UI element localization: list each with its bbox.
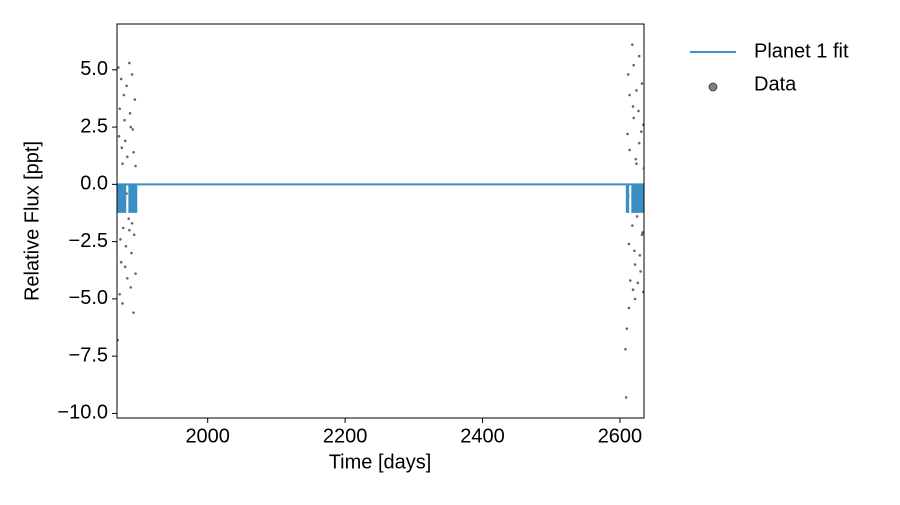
data-point — [118, 107, 122, 111]
data-point — [121, 162, 124, 166]
data-point — [124, 244, 128, 248]
y-tick-label: −2.5 — [69, 230, 108, 252]
data-point — [631, 43, 634, 46]
data-point — [641, 231, 644, 234]
data-point — [637, 54, 641, 58]
data-point — [130, 221, 134, 225]
legend-label: Data — [754, 73, 797, 95]
data-point — [131, 128, 135, 131]
y-tick-label: 5.0 — [80, 58, 108, 80]
x-tick-label: 2600 — [598, 425, 643, 447]
legend-label: Planet 1 fit — [754, 40, 849, 62]
data-point — [133, 98, 137, 101]
x-axis-label: Time [days] — [329, 451, 432, 473]
data-point — [635, 162, 638, 166]
data-point — [121, 302, 124, 305]
data-point — [631, 105, 635, 108]
data-point — [118, 293, 122, 296]
data-point — [632, 63, 635, 67]
data-point — [134, 272, 137, 275]
legend-marker — [708, 82, 718, 92]
data-point — [631, 224, 634, 227]
data-point — [625, 327, 629, 330]
data-point — [130, 73, 134, 76]
data-point — [627, 242, 631, 246]
fit-line — [117, 183, 644, 213]
data-point — [127, 217, 130, 221]
data-point — [129, 286, 133, 289]
data-point — [635, 89, 638, 92]
data-point — [628, 148, 631, 152]
data-point — [132, 311, 135, 314]
plot-area — [117, 43, 644, 399]
data-point — [626, 73, 630, 76]
data-point — [631, 288, 635, 292]
y-tick-label: 2.5 — [80, 115, 108, 137]
data-point — [126, 155, 129, 159]
data-point — [130, 251, 133, 255]
data-point — [637, 109, 640, 113]
data-point — [123, 118, 126, 122]
data-point — [117, 66, 120, 69]
data-point — [129, 125, 133, 129]
data-point — [639, 270, 642, 273]
data-point — [134, 164, 137, 168]
data-point — [626, 132, 629, 136]
data-point — [119, 77, 123, 81]
data-point — [634, 157, 638, 161]
data-point — [633, 249, 636, 253]
data-point — [123, 265, 127, 269]
data-point — [122, 93, 126, 97]
data-point — [120, 146, 124, 149]
data-point — [633, 263, 637, 266]
data-point — [125, 84, 128, 88]
data-point — [633, 297, 637, 301]
x-tick-label: 2400 — [460, 425, 505, 447]
y-tick-label: −5.0 — [69, 287, 108, 309]
data-point — [117, 134, 121, 138]
data-point — [132, 233, 136, 237]
data-point — [640, 233, 644, 237]
x-tick-label: 2200 — [323, 425, 368, 447]
data-point — [624, 347, 627, 351]
data-point — [128, 228, 131, 232]
data-point — [637, 141, 641, 145]
data-point — [119, 238, 122, 241]
data-point — [126, 276, 129, 280]
data-point — [132, 150, 135, 154]
data-point — [119, 260, 123, 264]
data-point — [632, 116, 635, 120]
y-tick-label: 0.0 — [80, 173, 108, 195]
y-axis-label: Relative Flux [ppt] — [21, 141, 43, 301]
data-point — [636, 281, 640, 285]
data-point — [628, 93, 631, 97]
data-point — [624, 396, 628, 399]
data-point — [123, 139, 127, 143]
y-tick-label: −7.5 — [69, 344, 108, 366]
data-point — [639, 130, 643, 133]
data-point — [121, 226, 125, 230]
data-point — [128, 61, 131, 65]
data-point — [640, 82, 644, 85]
data-point — [628, 279, 632, 282]
x-tick-label: 2000 — [185, 425, 230, 447]
axes-frame — [116, 23, 645, 419]
data-point — [627, 306, 631, 310]
data-point — [128, 112, 132, 115]
data-point — [635, 215, 639, 218]
y-tick-label: −10.0 — [57, 402, 108, 424]
data-point — [638, 254, 642, 257]
